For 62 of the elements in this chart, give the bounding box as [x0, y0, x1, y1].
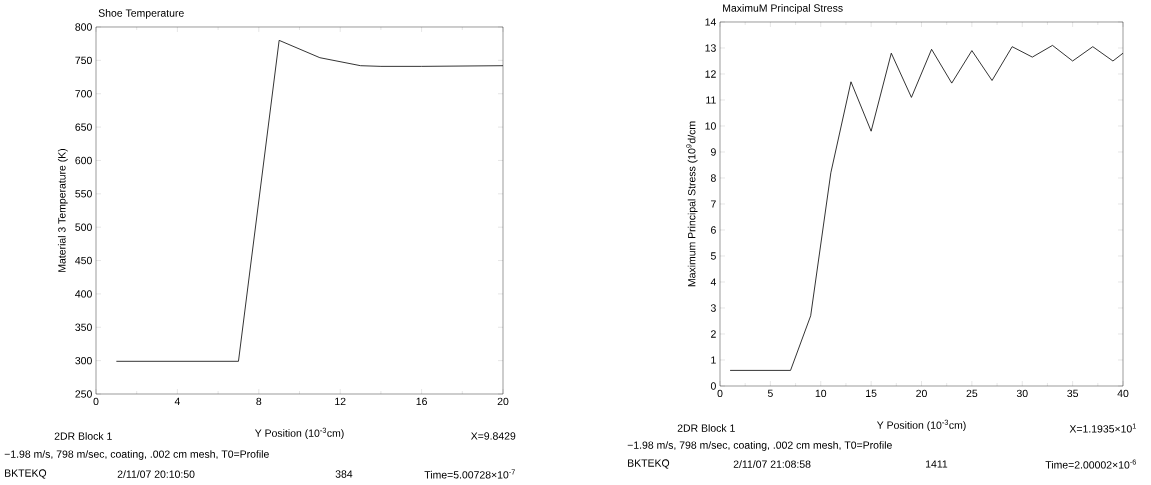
y-tick-label: 1 [711, 356, 716, 364]
y-tick-label: 6 [711, 226, 716, 234]
y-tick-label: 700 [75, 90, 92, 98]
y-tick-label: 400 [75, 290, 92, 298]
text: 1411 [926, 460, 948, 468]
y-tick-label: 600 [75, 156, 92, 165]
chart-title: Shoe Temperature [98, 9, 184, 19]
y-axis-title: Maximum Principal Stress (10$^{9}$d/cm [686, 121, 698, 287]
y-tick-label: 500 [75, 223, 92, 231]
y-tick-label: 8 [710, 174, 716, 182]
text: BKTEKQ [5, 469, 47, 479]
x-axis-title: Y Position (10$^{-3}$cm) [254, 427, 344, 439]
x-tick-label: 25 [966, 389, 978, 398]
y-tick-label: 450 [75, 256, 92, 265]
text: BKTEKQ [628, 459, 670, 469]
x-tick-label: 40 [1117, 389, 1129, 398]
text: 384 [335, 470, 353, 478]
text: X=9.8429 [470, 432, 516, 440]
y-tick-label: 2 [711, 330, 716, 338]
text: X=1.1935×10$^{1}$ [1069, 423, 1136, 433]
x-tick-label: 16 [416, 397, 427, 406]
x-tick-label: 35 [1067, 389, 1079, 398]
text: −1.98 m/s, 798 m/sec, coating, .002 cm mesh, T0=Profile [627, 441, 892, 451]
x-tick-label: 8 [256, 397, 262, 406]
y-tick-label: 12 [705, 70, 716, 78]
y-axis-title: Material 3 Temperature (K) [57, 148, 68, 272]
x-tick-label: 5 [767, 389, 773, 397]
x-tick-label: 0 [93, 397, 99, 406]
y-tick-label: 650 [75, 123, 92, 131]
x-tick-label: 10 [815, 389, 827, 398]
x-axis-title: Y Position (10$^{-3}$cm) [876, 419, 966, 431]
y-tick-label: 0 [710, 382, 716, 390]
y-tick-label: 5 [710, 252, 716, 260]
x-tick-label: 0 [717, 389, 723, 398]
x-tick-label: 30 [1016, 389, 1028, 398]
y-tick-label: 7 [711, 200, 716, 208]
chart-title: MaximuM Principal Stress [723, 4, 843, 14]
y-tick-label: 800 [75, 23, 92, 31]
x-tick-label: 20 [916, 389, 927, 398]
x-tick-label: 4 [174, 397, 180, 405]
y-tick-label: 300 [75, 356, 92, 365]
text: 2DR Block 1 [677, 424, 735, 432]
text: 2/11/07 20:10:50 [117, 470, 195, 478]
y-tick-label: 10 [705, 122, 716, 130]
y-tick-label: 14 [705, 18, 716, 26]
x-tick-label: 15 [866, 389, 877, 397]
x-tick-label: 12 [335, 397, 346, 405]
y-tick-label: 250 [75, 390, 92, 398]
text: Time=5.00728×10$^{-7}$ [424, 469, 515, 479]
text: −1.98 m/s, 798 m/sec, coating, .002 cm mesh, T0=Profile [4, 450, 269, 460]
y-tick-label: 4 [710, 278, 717, 286]
text: 2DR Block 1 [54, 432, 112, 440]
y-tick-label: 550 [75, 190, 92, 198]
y-tick-label: 11 [706, 96, 716, 104]
y-tick-label: 350 [75, 323, 92, 331]
y-tick-label: 13 [705, 44, 716, 52]
y-tick-label: 3 [710, 304, 716, 312]
text: 2/11/07 21:08:58 [733, 460, 811, 468]
y-tick-label: 750 [75, 56, 92, 65]
y-tick-label: 9 [710, 148, 716, 156]
x-tick-label: 20 [497, 397, 509, 406]
text: Time=2.00002×10$^{-6}$ [1045, 459, 1136, 469]
